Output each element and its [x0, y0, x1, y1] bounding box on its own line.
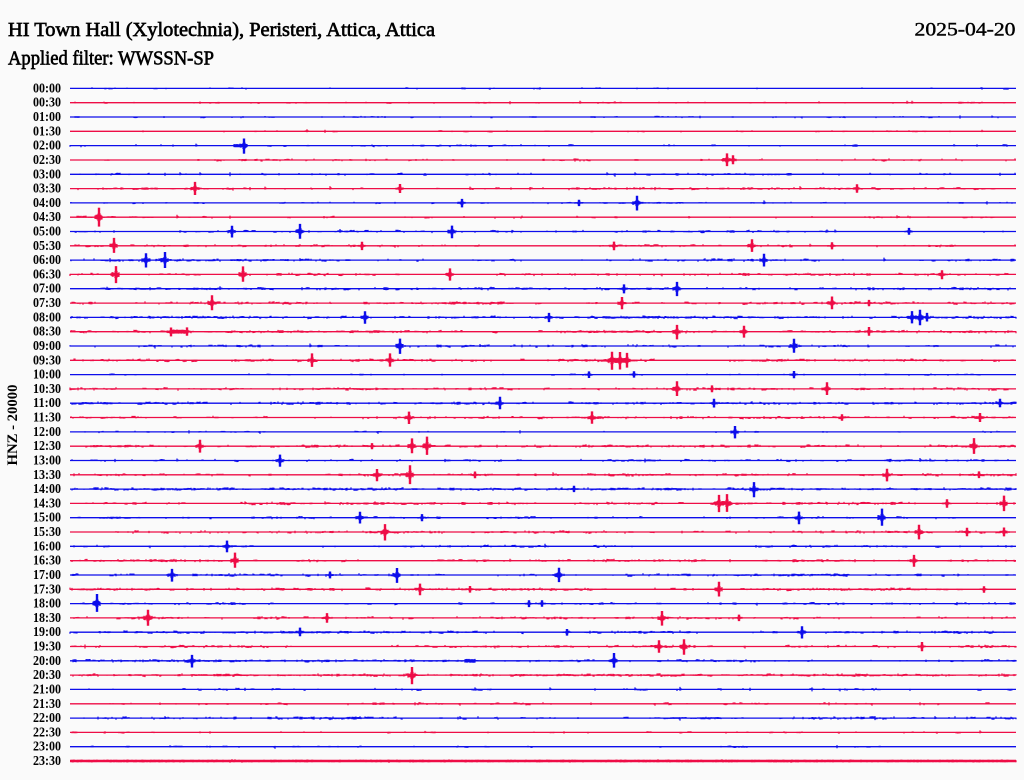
svg-text:HI Town Hall (Xylotechnia), Pe: HI Town Hall (Xylotechnia), Peristeri, A… — [8, 19, 435, 41]
svg-text:15:30: 15:30 — [33, 524, 61, 539]
svg-text:18:00: 18:00 — [33, 596, 61, 611]
svg-text:14:30: 14:30 — [33, 495, 61, 510]
svg-text:20:30: 20:30 — [33, 667, 61, 682]
svg-text:08:30: 08:30 — [33, 324, 61, 339]
svg-text:05:30: 05:30 — [33, 238, 61, 253]
svg-text:19:30: 19:30 — [33, 639, 61, 654]
svg-text:17:30: 17:30 — [33, 581, 61, 596]
svg-text:09:30: 09:30 — [33, 352, 61, 367]
svg-text:12:30: 12:30 — [33, 438, 61, 453]
svg-text:12:00: 12:00 — [33, 424, 61, 439]
svg-text:04:30: 04:30 — [33, 209, 61, 224]
svg-text:23:00: 23:00 — [33, 739, 61, 754]
svg-text:00:00: 00:00 — [33, 80, 61, 95]
svg-text:03:00: 03:00 — [33, 166, 61, 181]
svg-text:09:00: 09:00 — [33, 338, 61, 353]
svg-text:16:00: 16:00 — [33, 538, 61, 553]
svg-text:01:00: 01:00 — [33, 109, 61, 124]
svg-text:17:00: 17:00 — [33, 567, 61, 582]
svg-text:13:30: 13:30 — [33, 467, 61, 482]
svg-text:21:30: 21:30 — [33, 696, 61, 711]
svg-text:04:00: 04:00 — [33, 195, 61, 210]
svg-text:03:30: 03:30 — [33, 181, 61, 196]
svg-text:2025-04-20: 2025-04-20 — [915, 21, 1016, 41]
svg-text:21:00: 21:00 — [33, 681, 61, 696]
svg-text:10:30: 10:30 — [33, 381, 61, 396]
svg-text:18:30: 18:30 — [33, 610, 61, 625]
svg-text:HNZ - 20000: HNZ - 20000 — [5, 385, 21, 466]
svg-text:06:30: 06:30 — [33, 266, 61, 281]
svg-text:16:30: 16:30 — [33, 553, 61, 568]
svg-text:07:30: 07:30 — [33, 295, 61, 310]
svg-text:08:00: 08:00 — [33, 309, 61, 324]
svg-text:15:00: 15:00 — [33, 510, 61, 525]
svg-text:22:30: 22:30 — [33, 724, 61, 739]
svg-text:02:30: 02:30 — [33, 152, 61, 167]
svg-text:14:00: 14:00 — [33, 481, 61, 496]
svg-text:23:30: 23:30 — [33, 753, 61, 768]
svg-text:11:00: 11:00 — [33, 395, 61, 410]
svg-text:22:00: 22:00 — [33, 710, 61, 725]
svg-text:20:00: 20:00 — [33, 653, 61, 668]
svg-text:01:30: 01:30 — [33, 123, 61, 138]
svg-text:13:00: 13:00 — [33, 453, 61, 468]
svg-text:05:00: 05:00 — [33, 224, 61, 239]
svg-text:00:30: 00:30 — [33, 95, 61, 110]
svg-text:11:30: 11:30 — [33, 410, 61, 425]
svg-text:07:00: 07:00 — [33, 281, 61, 296]
svg-text:19:00: 19:00 — [33, 624, 61, 639]
svg-text:02:00: 02:00 — [33, 138, 61, 153]
svg-text:Applied filter: WWSSN-SP: Applied filter: WWSSN-SP — [8, 48, 214, 70]
svg-text:06:00: 06:00 — [33, 252, 61, 267]
svg-text:10:00: 10:00 — [33, 367, 61, 382]
